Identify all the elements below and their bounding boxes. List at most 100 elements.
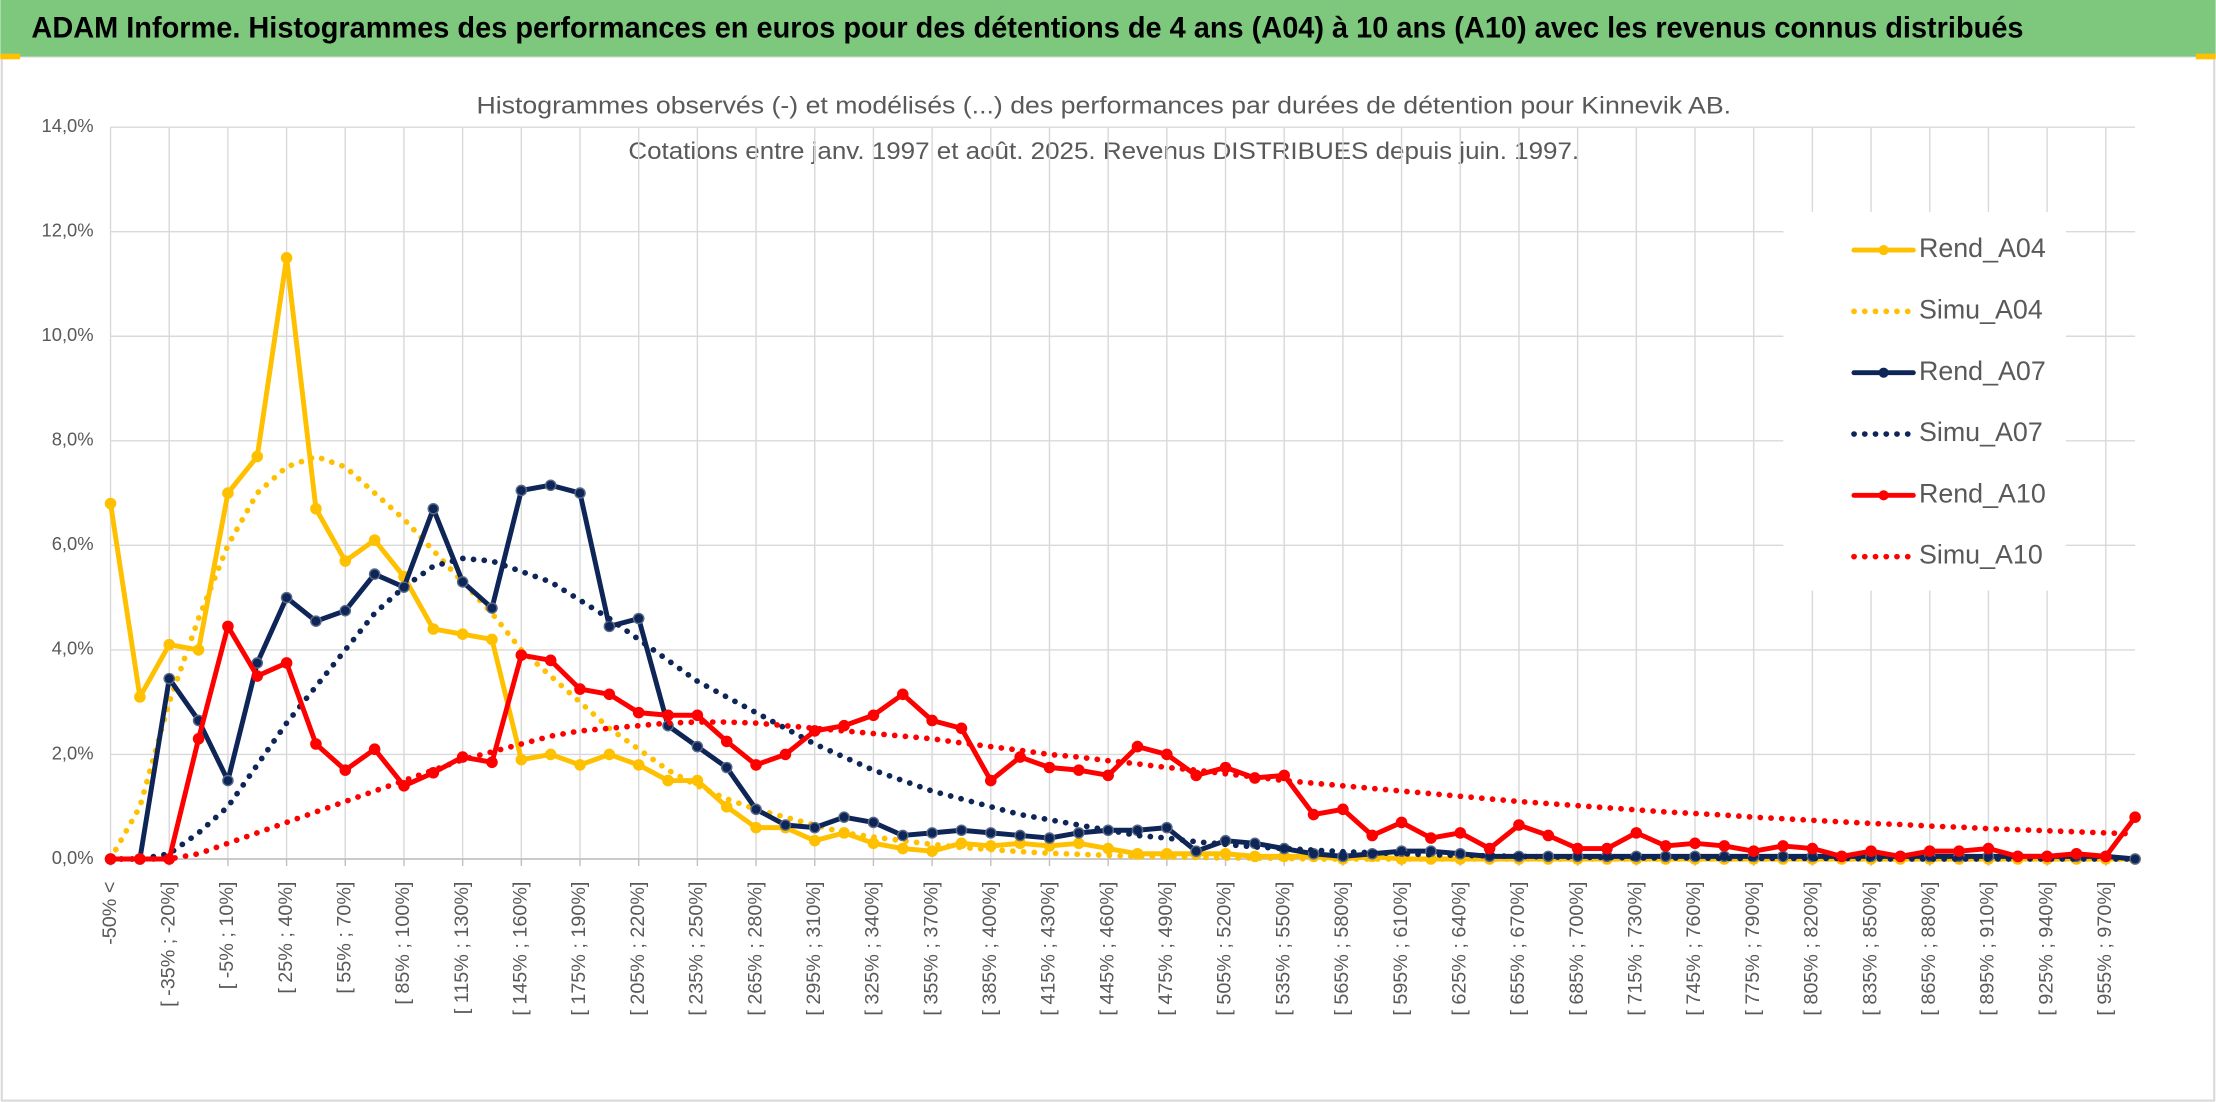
x-tick-label: [ 595% ; 610%] bbox=[1390, 882, 1412, 1016]
data-point bbox=[1542, 829, 1555, 842]
data-point bbox=[1982, 842, 1995, 855]
data-point bbox=[779, 819, 792, 831]
data-point bbox=[985, 827, 997, 839]
y-tick-label: 12,0% bbox=[42, 220, 94, 241]
x-tick-label: [ 925% ; 940%] bbox=[2035, 882, 2057, 1016]
data-point bbox=[222, 774, 234, 787]
x-tick-label: [ 325% ; 340%] bbox=[862, 882, 884, 1016]
data-point bbox=[544, 748, 557, 761]
data-point bbox=[926, 827, 938, 839]
data-point bbox=[896, 829, 909, 842]
data-point bbox=[1689, 837, 1701, 850]
data-point bbox=[368, 568, 381, 580]
data-point bbox=[838, 811, 850, 823]
x-tick-label: [ 895% ; 910%] bbox=[1977, 882, 1999, 1016]
data-point bbox=[456, 576, 469, 588]
series-line bbox=[107, 453, 2138, 862]
data-point bbox=[222, 487, 234, 499]
data-point bbox=[779, 748, 792, 761]
data-point bbox=[486, 756, 498, 769]
data-point bbox=[632, 612, 645, 625]
data-point bbox=[368, 743, 381, 756]
data-point bbox=[1806, 842, 1819, 855]
data-point bbox=[1337, 803, 1349, 816]
data-point bbox=[104, 497, 117, 510]
legend-label: Simu_A10 bbox=[1919, 540, 2043, 570]
data-point bbox=[1073, 837, 1085, 850]
data-point bbox=[1102, 769, 1114, 782]
legend-label: Simu_A04 bbox=[1919, 294, 2043, 324]
legend-label: Simu_A07 bbox=[1919, 417, 2043, 447]
data-point bbox=[662, 774, 674, 787]
data-point bbox=[808, 821, 821, 834]
data-point bbox=[1073, 764, 1085, 776]
data-point bbox=[1366, 829, 1379, 842]
y-tick-label: 0,0% bbox=[52, 847, 94, 868]
x-tick-label: [ 25% ; 40%] bbox=[275, 882, 297, 994]
x-tick-label: [ 355% ; 370%] bbox=[920, 882, 942, 1016]
data-point bbox=[1894, 850, 1907, 863]
x-tick-label: [ 235% ; 250%] bbox=[686, 882, 708, 1016]
x-tick-label: [ 415% ; 430%] bbox=[1038, 882, 1060, 1016]
chart-title: ADAM Informe. Histogrammes des performan… bbox=[31, 11, 2023, 44]
x-tick-label: [ 775% ; 790%] bbox=[1742, 882, 1764, 1016]
data-point bbox=[955, 824, 968, 837]
x-tick-label: [ 835% ; 850%] bbox=[1859, 882, 1881, 1016]
data-point bbox=[222, 620, 234, 633]
data-point bbox=[163, 638, 176, 651]
data-point bbox=[2129, 811, 2141, 823]
data-point bbox=[1630, 827, 1643, 839]
data-point bbox=[1278, 769, 1291, 782]
chart-subtitle: Cotations entre janv. 1997 et août. 2025… bbox=[628, 138, 1579, 165]
series-line bbox=[108, 482, 2138, 862]
data-point bbox=[632, 706, 645, 719]
data-point bbox=[544, 654, 557, 667]
data-point bbox=[280, 591, 293, 604]
corner bbox=[2195, 53, 2216, 60]
data-point bbox=[985, 774, 997, 787]
data-point bbox=[427, 502, 440, 515]
x-tick-label: [ 625% ; 640%] bbox=[1448, 882, 1470, 1016]
data-point bbox=[1014, 751, 1026, 763]
data-point bbox=[1161, 821, 1173, 834]
data-point bbox=[251, 670, 264, 682]
corner bbox=[0, 53, 21, 60]
y-tick-label: 10,0% bbox=[42, 324, 94, 345]
x-tick-label: [ 265% ; 280%] bbox=[744, 882, 766, 1016]
data-point bbox=[1073, 827, 1085, 839]
x-tick-label: [ 295% ; 310%] bbox=[803, 882, 825, 1016]
data-point bbox=[398, 780, 410, 792]
data-point bbox=[603, 688, 616, 701]
data-point bbox=[867, 816, 880, 829]
data-point bbox=[1483, 842, 1496, 855]
data-point bbox=[603, 748, 616, 761]
x-tick-label: [ 205% ; 220%] bbox=[627, 882, 649, 1016]
data-point bbox=[310, 502, 322, 515]
data-point bbox=[662, 709, 674, 722]
legend: Rend_A04 Simu_A04 Rend_A07 Simu_A07 Rend_A10… bbox=[1851, 233, 2046, 570]
data-point bbox=[691, 709, 704, 722]
x-tick-label: [ 865% ; 880%] bbox=[1918, 882, 1940, 1016]
x-tick-label: [ 85% ; 100%] bbox=[392, 882, 414, 1005]
data-point bbox=[750, 759, 762, 771]
data-point bbox=[955, 722, 968, 735]
data-point bbox=[1571, 842, 1584, 855]
legend-label: Rend_A04 bbox=[1919, 233, 2046, 263]
data-point bbox=[1659, 840, 1672, 852]
data-point bbox=[486, 633, 498, 646]
data-point bbox=[603, 620, 616, 633]
series-line bbox=[107, 719, 2138, 862]
data-point bbox=[574, 759, 586, 771]
data-point bbox=[1835, 850, 1848, 863]
legend-label: Rend_A10 bbox=[1919, 478, 2046, 508]
data-point bbox=[1043, 832, 1056, 844]
data-point bbox=[1014, 829, 1026, 842]
x-tick-label: [ 655% ; 670%] bbox=[1507, 882, 1529, 1016]
data-point bbox=[456, 628, 469, 641]
data-point bbox=[1161, 748, 1173, 761]
legend-marker bbox=[1878, 490, 1889, 501]
data-point bbox=[515, 484, 528, 497]
data-point bbox=[720, 735, 733, 748]
data-point bbox=[1102, 842, 1114, 855]
header-bar bbox=[0, 0, 2216, 57]
